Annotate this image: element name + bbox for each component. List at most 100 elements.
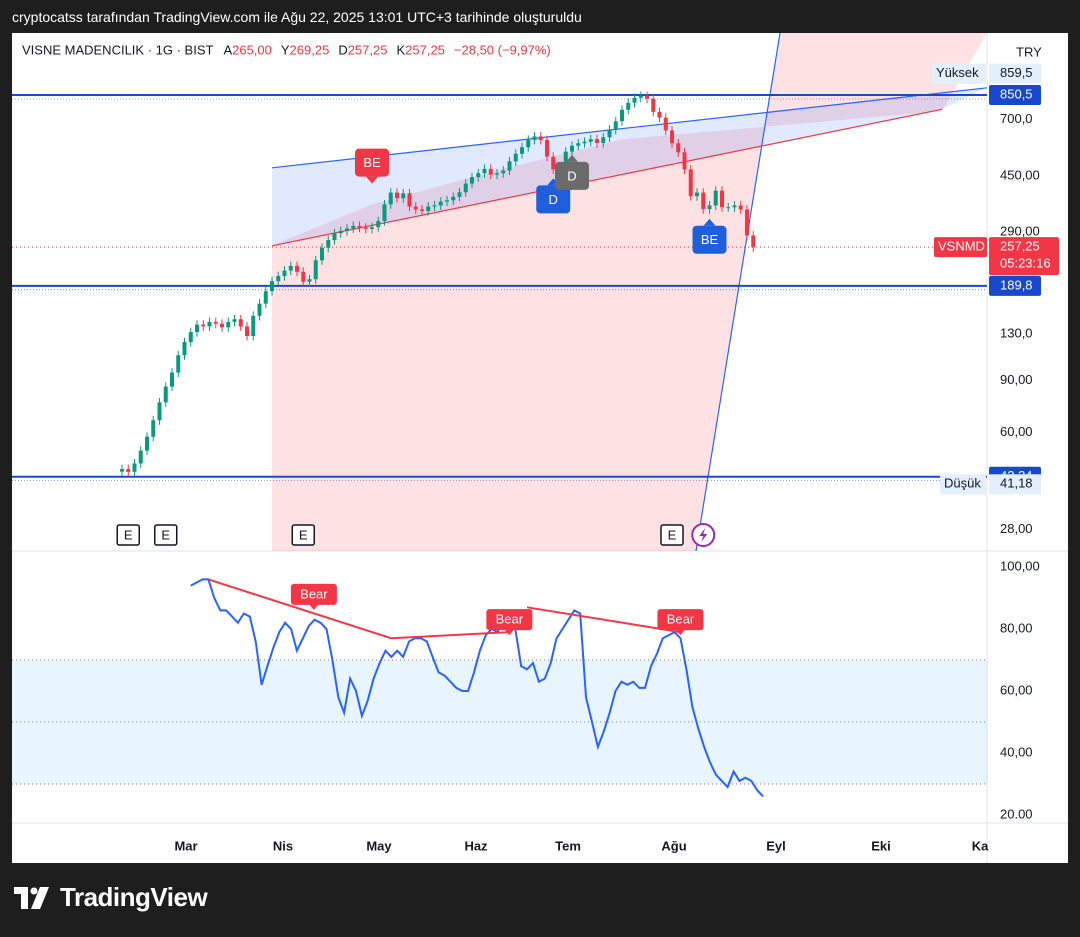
bear-label-pointer (308, 603, 319, 610)
candle-body (232, 319, 237, 322)
time-axis-tick-2: Nis (273, 838, 293, 853)
candle-body (345, 228, 349, 232)
candle-body (495, 173, 499, 175)
candle-body (351, 225, 356, 229)
earnings-marker-label: E (124, 527, 133, 542)
time-axis-tick-7: Eyl (766, 838, 786, 853)
candle-body (513, 153, 518, 162)
rsi-axis-tick-1: 100,00 (1000, 558, 1040, 573)
candle-body (270, 281, 274, 292)
candle-body (663, 117, 668, 131)
low-label: Düşük (944, 476, 981, 491)
bear-label-pointer (504, 629, 515, 636)
candle-body (713, 190, 718, 206)
candle-body (520, 147, 524, 154)
level-label-bg-1 (989, 84, 1041, 105)
ohlc-low-value: 257,25 (348, 42, 388, 57)
ohlc-low-prefix: D (338, 42, 347, 57)
candle-body (645, 95, 649, 99)
candle-body (282, 270, 287, 277)
last-price-countdown: 05:23:16 (1000, 256, 1051, 271)
candle-body (295, 265, 299, 272)
candle-body (426, 206, 431, 211)
signal-marker-pointer (703, 218, 716, 226)
tradingview-wordmark: TradingView (60, 882, 208, 912)
earnings-marker-4 (660, 524, 684, 546)
steep-trend-line (695, 33, 781, 552)
candle-body (176, 355, 181, 373)
chart-frame: BE D D BE E E E E VISNE MADENCILIK · 1G · BIST A 2… (12, 33, 1068, 863)
candle-body (738, 205, 743, 210)
earnings-marker-label: E (299, 527, 308, 542)
candle-body (601, 137, 606, 144)
candle-body (732, 205, 737, 208)
candle-body (620, 109, 624, 122)
signal-marker-2 (536, 185, 571, 214)
last-price-value: 257,25 (1000, 239, 1040, 254)
candle-body (170, 372, 174, 387)
candle-body (263, 291, 268, 304)
candle-body (145, 436, 149, 451)
candle-body (357, 225, 362, 228)
time-axis-tick-4: Haz (464, 838, 488, 853)
candle-body (288, 265, 293, 271)
candle-body (676, 143, 681, 153)
candle-body (363, 227, 368, 229)
candle-body (195, 324, 199, 333)
time-axis-tick-8: Eki (871, 838, 891, 853)
lightning-glyph (699, 528, 708, 542)
time-axis-tick-6: Ağu (661, 838, 686, 853)
earnings-marker-1 (116, 524, 140, 546)
candle-body (651, 98, 656, 112)
price-axis-tick-3: 450,00 (1000, 167, 1040, 182)
candle-body (320, 247, 324, 261)
currency-label: TRY (1016, 44, 1042, 59)
symbol-line: VISNE MADENCILIK · 1G · BIST (22, 42, 213, 57)
time-axis-tick-1: Mar (174, 838, 197, 853)
signal-marker-1 (355, 148, 389, 177)
candle-body (395, 192, 399, 199)
high-value-bg (989, 63, 1041, 84)
candle-body (132, 463, 137, 472)
tradingview-brand: TradingView (14, 882, 208, 913)
candle-body (432, 205, 437, 207)
candle-body (532, 136, 537, 140)
candle-body (257, 303, 262, 316)
candle-body (188, 332, 193, 343)
high-value: 859,5 (1000, 65, 1033, 80)
earnings-marker-label: E (668, 527, 677, 542)
candle-body (326, 240, 331, 248)
signal-marker-4 (692, 225, 727, 254)
candle-body (626, 102, 631, 110)
bear-divergence-line-3 (526, 606, 681, 634)
last-price-bg (989, 237, 1059, 276)
candle-body (313, 260, 318, 280)
bear-label-2: Bear (496, 612, 524, 627)
bear-label-bg-1 (290, 583, 337, 605)
ticker-label-bg (934, 237, 987, 258)
time-axis-tick-5: Tem (555, 838, 581, 853)
candle-body (213, 321, 218, 324)
candle-body (207, 321, 212, 327)
candle-body (470, 177, 474, 184)
chart-caption: cryptocatss tarafından TradingView.com i… (12, 9, 582, 25)
candle-body (632, 97, 637, 103)
candle-body (688, 169, 693, 197)
time-axis-tick-3: May (366, 838, 392, 853)
price-axis-tick-7: 60,00 (1000, 424, 1033, 439)
candle-body (745, 209, 749, 236)
low-label-bg (940, 474, 986, 495)
candle-body (670, 130, 674, 144)
level-label-1: 850,5 (1000, 86, 1033, 101)
ohlc-open-value: 265,00 (232, 42, 272, 57)
candle-body (551, 156, 556, 170)
candle-body (245, 326, 249, 336)
candle-body (182, 342, 187, 356)
candle-body (638, 95, 643, 98)
signal-marker-3 (555, 161, 589, 190)
rsi-line (190, 578, 764, 798)
bear-label-3: Bear (667, 612, 695, 627)
candle-body (476, 173, 481, 178)
candle-body (545, 140, 549, 157)
